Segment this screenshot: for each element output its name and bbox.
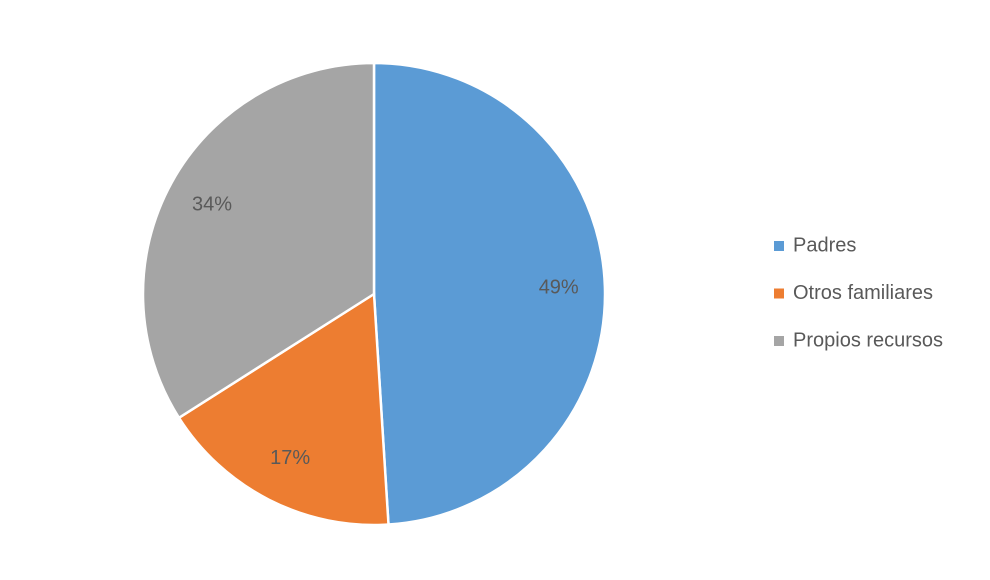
legend-swatch xyxy=(774,241,784,251)
legend-label: Propios recursos xyxy=(793,329,943,351)
data-label: 49% xyxy=(539,276,579,298)
pie-slice xyxy=(177,291,390,527)
data-label: 34% xyxy=(192,193,232,215)
legend-swatch xyxy=(774,288,784,299)
pie-slice xyxy=(141,61,376,420)
data-label: 17% xyxy=(270,447,310,469)
legend-swatch xyxy=(774,336,784,346)
legend-label: Padres xyxy=(793,234,856,256)
legend-label: Otros familiares xyxy=(793,282,933,304)
pie-slice xyxy=(372,61,607,526)
